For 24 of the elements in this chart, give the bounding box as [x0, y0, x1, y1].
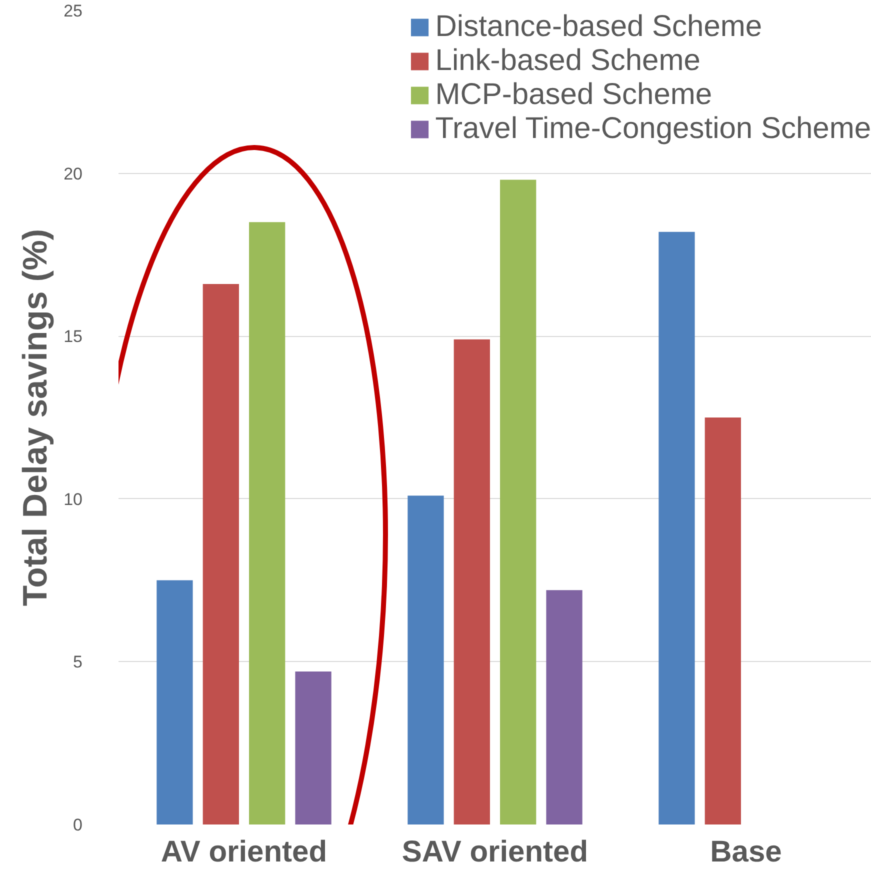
y-axis-title: Total Delay savings (%): [16, 228, 55, 606]
bar: [454, 339, 490, 824]
legend-label: Link-based Scheme: [435, 44, 700, 78]
y-tick-label: 15: [64, 327, 83, 346]
y-tick-label: 10: [64, 490, 83, 509]
y-tick-label: 25: [64, 2, 83, 20]
bar: [704, 418, 741, 824]
y-tick-label: 20: [64, 164, 83, 184]
bar: [202, 284, 239, 824]
bar: [408, 496, 444, 824]
legend-label: MCP-based Scheme: [435, 78, 712, 112]
y-tick-label: 0: [73, 816, 83, 834]
x-tick-label: SAV oriented: [402, 836, 588, 868]
bar: [500, 180, 536, 824]
bar: [249, 222, 286, 824]
legend-label: Travel Time-Congestion Scheme: [435, 112, 871, 146]
bar: [658, 232, 695, 824]
bar: [546, 590, 582, 824]
x-tick-label: AV oriented: [160, 836, 328, 868]
legend-label: Distance-based Scheme: [435, 10, 762, 44]
bar: [156, 580, 193, 824]
y-tick-label: 5: [73, 652, 83, 672]
x-tick-label: Base: [710, 836, 782, 868]
bar: [295, 671, 332, 824]
